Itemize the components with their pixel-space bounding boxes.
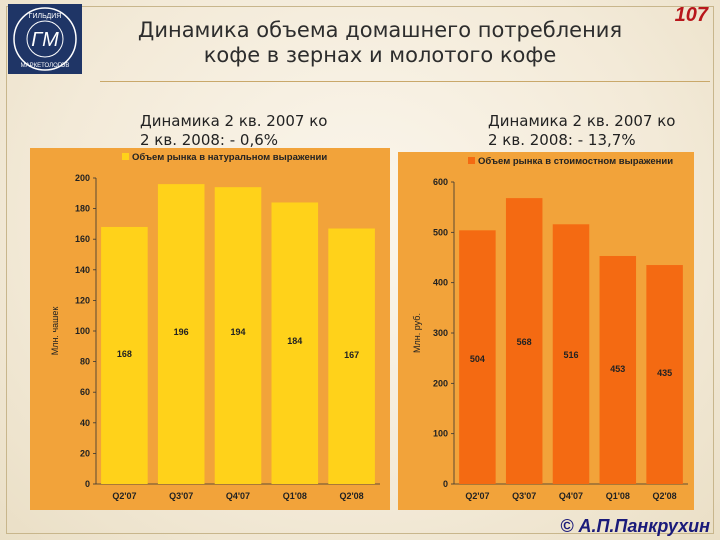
bar <box>101 226 148 484</box>
y-tick-label: 180 <box>75 204 90 214</box>
data-label: 167 <box>344 350 359 360</box>
y-tick-label: 300 <box>433 328 448 338</box>
bar <box>157 184 205 484</box>
y-tick-label: 200 <box>75 173 90 183</box>
right-note-line-1: Динамика 2 кв. 2007 ко <box>488 112 676 130</box>
y-tick-label: 140 <box>75 265 90 275</box>
y-tick-label: 100 <box>433 429 448 439</box>
x-tick-label: Q2'07 <box>465 491 489 501</box>
data-label: 168 <box>117 349 132 359</box>
chart-value-panel: Объем рынка в стоимостном выражении Млн. … <box>398 152 694 510</box>
left-note-line-2: 2 кв. 2008: - 0,6% <box>140 131 279 149</box>
data-label: 504 <box>470 354 485 364</box>
y-tick-label: 400 <box>433 278 448 288</box>
bar <box>459 230 496 484</box>
legend-label: Объем рынка в стоимостном выражении <box>478 156 673 167</box>
y-tick-label: 100 <box>75 326 90 336</box>
bar <box>214 187 262 484</box>
y-tick-label: 0 <box>443 479 448 489</box>
guild-logo: ГМ ГИЛЬДИЯ МАРКЕТОЛОГОВ <box>8 4 82 74</box>
y-tick-label: 40 <box>80 418 90 428</box>
x-tick-label: Q3'07 <box>169 491 193 501</box>
x-tick-label: Q1'08 <box>606 491 630 501</box>
logo-monogram: ГМ <box>31 29 59 51</box>
data-label: 196 <box>174 327 189 337</box>
legend-swatch <box>468 157 475 164</box>
bar <box>328 228 375 484</box>
chart-volume-panel: Объем рынка в натуральном выражении Млн. … <box>30 148 390 510</box>
data-label: 435 <box>657 368 672 378</box>
chart-value: Объем рынка в стоимостном выражении Млн. … <box>412 156 688 501</box>
y-tick-label: 200 <box>433 378 448 388</box>
chart-volume: Объем рынка в натуральном выражении Млн. … <box>50 152 380 501</box>
y-axis-label: Млн. чашек <box>50 307 60 356</box>
y-tick-label: 60 <box>80 387 90 397</box>
guild-logo-emblem: ГМ ГИЛЬДИЯ МАРКЕТОЛОГОВ <box>13 7 77 71</box>
data-label: 453 <box>610 364 625 374</box>
data-label: 568 <box>517 337 532 347</box>
bar <box>646 265 683 484</box>
y-tick-label: 0 <box>85 479 90 489</box>
data-label: 516 <box>563 350 578 360</box>
slide-frame <box>6 6 714 534</box>
y-axis-label: Млн. руб. <box>412 313 422 353</box>
bar <box>552 224 590 484</box>
x-tick-label: Q2'08 <box>653 491 677 501</box>
y-tick-label: 160 <box>75 234 90 244</box>
bar <box>505 198 543 484</box>
logo-text-top: ГИЛЬДИЯ <box>29 13 62 20</box>
slide-number: 107 <box>674 4 708 26</box>
slide-title: Динамика объема домашнего потребления ко… <box>100 18 660 68</box>
y-tick-label: 500 <box>433 227 448 237</box>
left-dynamics-note: Динамика 2 кв. 2007 ко 2 кв. 2008: - 0,6… <box>140 112 327 150</box>
y-tick-label: 20 <box>80 448 90 458</box>
x-tick-label: Q1'08 <box>283 491 307 501</box>
bar <box>599 255 637 484</box>
left-note-line-1: Динамика 2 кв. 2007 ко <box>140 112 328 130</box>
y-tick-label: 120 <box>75 295 90 305</box>
bar <box>271 202 319 485</box>
y-tick-label: 600 <box>433 177 448 187</box>
title-divider <box>100 81 710 82</box>
right-dynamics-note: Динамика 2 кв. 2007 ко 2 кв. 2008: - 13,… <box>488 112 675 150</box>
y-tick-label: 80 <box>80 357 90 367</box>
x-tick-label: Q4'07 <box>559 491 583 501</box>
legend-label: Объем рынка в натуральном выражении <box>132 152 327 163</box>
data-label: 184 <box>287 336 302 346</box>
copyright-text: © А.П.Панкрухин <box>560 516 710 536</box>
x-tick-label: Q4'07 <box>226 491 250 501</box>
data-label: 194 <box>230 327 245 337</box>
right-note-line-2: 2 кв. 2008: - 13,7% <box>488 131 636 149</box>
legend-swatch <box>122 153 129 160</box>
x-tick-label: Q2'07 <box>112 491 136 501</box>
logo-text-bottom: МАРКЕТОЛОГОВ <box>21 63 70 69</box>
title-line-1: Динамика объема домашнего потребления <box>137 18 623 42</box>
x-tick-label: Q2'08 <box>340 491 364 501</box>
title-line-2: кофе в зернах и молотого кофе <box>203 43 557 67</box>
x-tick-label: Q3'07 <box>512 491 536 501</box>
